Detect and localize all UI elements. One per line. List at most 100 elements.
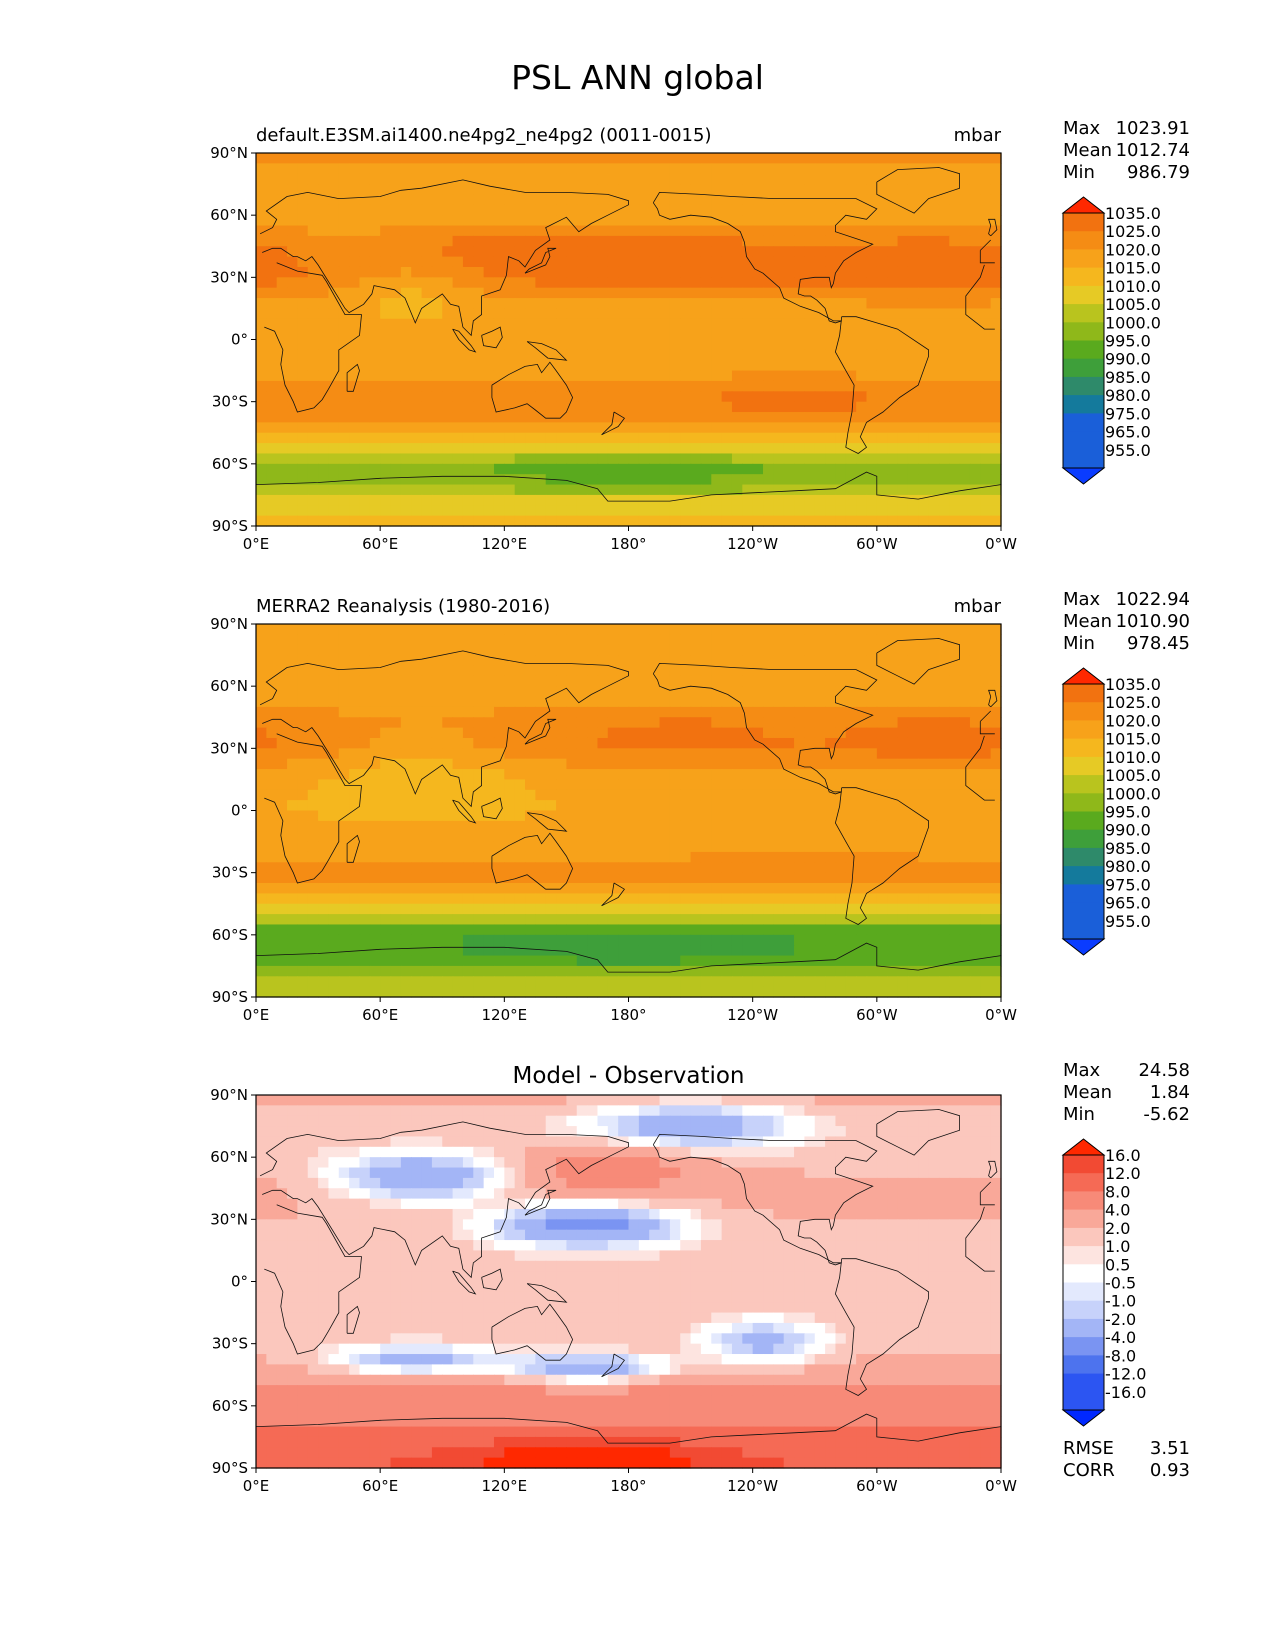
heatmap-cell [763,277,774,289]
heatmap-cell [949,924,961,936]
heatmap-cell [328,924,340,936]
heatmap-cell [907,686,919,698]
heatmap-cell [266,914,278,926]
heatmap-cell [928,924,940,936]
heatmap-cell [338,515,350,527]
heatmap-cell [566,318,578,330]
heatmap-cell [876,872,888,884]
heatmap-cell [607,924,619,936]
heatmap-cell [680,737,692,749]
heatmap-cell [711,505,723,517]
heatmap-cell [773,391,785,403]
heatmap-cell [731,727,743,739]
heatmap-cell [845,686,857,698]
heatmap-cell [514,665,526,677]
heatmap-cell [452,173,464,185]
heatmap-cell [390,706,402,718]
heatmap-cell [876,862,888,874]
heatmap-cell [825,235,837,247]
heatmap-cell [566,163,578,175]
heatmap-cell [535,789,547,801]
heatmap-cell [256,841,267,853]
heatmap-cell [256,184,267,196]
heatmap-cell [597,401,609,413]
heatmap-cell [804,153,816,164]
heatmap-cell [349,184,361,196]
heatmap-cell [587,924,599,936]
heatmap-cell [421,515,433,527]
heatmap-cell [938,329,950,341]
heatmap-cell [400,862,412,874]
heatmap-cell [794,298,806,310]
heatmap-cell [773,453,785,465]
heatmap-cell [566,769,578,781]
heatmap-cell [887,318,899,330]
heatmap-cell [897,266,909,278]
heatmap-cell [825,391,837,403]
heatmap-cell [556,644,568,656]
heatmap-cell [369,893,381,905]
heatmap-cell [525,349,536,361]
heatmap-cell [969,903,981,915]
heatmap-cell [773,515,785,527]
heatmap-cell [400,463,412,475]
heatmap-cell [721,800,733,812]
heatmap-cell [866,655,878,667]
heatmap-cell [690,655,702,667]
heatmap-cell [576,225,588,237]
heatmap-cell [990,737,1002,749]
heatmap-cell [452,665,464,677]
heatmap-cell [928,914,940,926]
heatmap-cell [287,443,298,455]
heatmap-cell [587,339,599,351]
heatmap-cell [742,463,754,475]
heatmap-cell [938,748,950,760]
heatmap-cell [297,266,309,278]
lon-tick-label: 180° [610,535,646,553]
heatmap-cell [338,349,350,361]
heatmap-cell [649,727,661,739]
heatmap-cell [597,194,609,206]
heatmap-cell [990,163,1002,175]
heatmap-cell [462,624,474,635]
heatmap-cell [566,484,578,496]
heatmap-cell [711,696,723,708]
heatmap-cell [318,266,330,278]
heatmap-cell [359,163,371,175]
heatmap-cell [400,515,412,527]
heatmap-cell [638,717,650,729]
heatmap-cell [866,256,878,268]
heatmap-cell [400,934,412,946]
heatmap-cell [318,851,330,863]
heatmap-cell [297,800,309,812]
heatmap-cell [690,484,702,496]
heatmap-cell [669,810,681,822]
heatmap-cell [959,696,971,708]
heatmap-cell [473,463,485,475]
heatmap-cell [442,194,454,206]
heatmap-cell [969,748,981,760]
heatmap-cell [628,505,640,517]
heatmap-cell [276,717,288,729]
heatmap-cell [421,675,433,687]
heatmap-cell [297,872,309,884]
heatmap-cell [400,769,412,781]
heatmap-cell [545,215,557,227]
heatmap-cell [483,737,495,749]
heatmap-cell [618,769,630,781]
heatmap-cell [535,225,547,237]
heatmap-cell [773,484,785,496]
heatmap-cell [907,318,919,330]
heatmap-cell [566,266,578,278]
heatmap-cell [928,748,940,760]
lat-tick-label: 90°N [210,144,248,162]
heatmap-cell [669,422,681,434]
heatmap-cell [618,474,630,486]
heatmap-cell [525,717,536,729]
heatmap-cell [307,644,319,656]
heatmap-cell [959,256,971,268]
heatmap-cell [700,225,712,237]
heatmap-cell [794,924,806,936]
heatmap-cell [700,851,712,863]
heatmap-cell [276,443,288,455]
